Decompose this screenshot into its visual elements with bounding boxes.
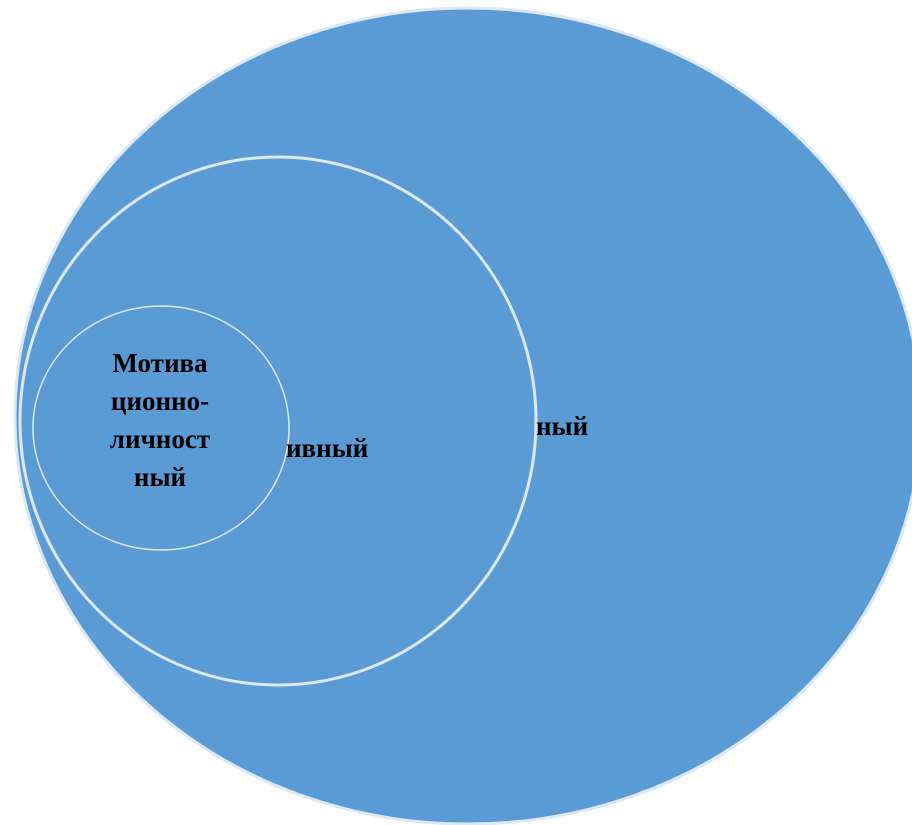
inner-label-line-1: Мотива [112,348,208,378]
inner-circle [32,305,290,551]
outer-circle-label: ный [536,411,589,441]
inner-label-line-3: личност [109,424,211,454]
inner-label-line-4: ный [133,462,187,492]
middle-circle-label: ивный [286,433,369,463]
inner-label-line-2: ционно- [110,386,210,416]
inner-circle-label: Мотива ционно- личност ный [80,344,240,496]
